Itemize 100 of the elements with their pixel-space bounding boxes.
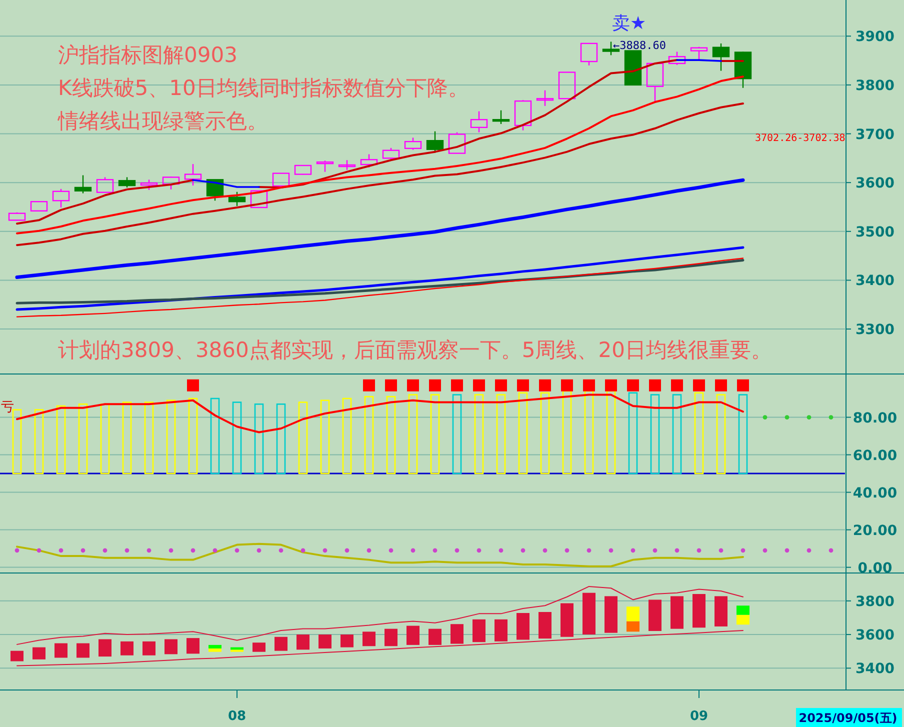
point — [168, 548, 174, 553]
bar — [122, 402, 132, 474]
point — [410, 548, 416, 553]
point — [542, 548, 548, 553]
point — [234, 548, 240, 553]
bar — [384, 628, 398, 646]
bar — [738, 394, 748, 474]
point — [520, 548, 526, 553]
point — [627, 379, 639, 392]
y-tick-label: 3400 — [856, 273, 895, 290]
bar — [650, 394, 660, 474]
point — [696, 548, 702, 553]
bar — [364, 396, 374, 474]
bar — [342, 398, 352, 474]
point — [539, 379, 551, 392]
y-tick-label: 3900 — [856, 29, 895, 46]
y-tick-label: 3600 — [856, 176, 895, 192]
bar — [648, 600, 662, 631]
point — [80, 548, 86, 553]
bar — [670, 596, 684, 629]
annotation: 计划的3809、3860点都实现，后面需观察一下。5周线、20日均线很重要。 — [58, 338, 772, 362]
point — [517, 379, 529, 392]
text: K线跌破5、10日均线同时指标数值分下降。 — [58, 76, 469, 100]
bar — [362, 632, 376, 646]
point — [495, 379, 507, 392]
point — [451, 379, 463, 392]
y-tick-label: 3500 — [856, 224, 895, 240]
bar — [406, 626, 420, 645]
annotation: ←3888.60 — [613, 39, 666, 52]
line-series — [16, 258, 744, 304]
bar — [714, 596, 728, 626]
y-tick-label: 3300 — [856, 322, 895, 338]
bar — [430, 394, 440, 474]
point — [605, 379, 617, 392]
point — [363, 379, 375, 392]
bar — [76, 643, 90, 658]
bar — [692, 594, 706, 628]
bar — [694, 392, 704, 474]
bar — [144, 402, 154, 474]
line-series — [16, 258, 744, 318]
point — [828, 415, 834, 420]
line-series — [16, 586, 744, 645]
annotation: 3702.26-3702.38 — [755, 133, 846, 144]
bar — [232, 402, 242, 474]
bar — [10, 650, 24, 662]
point — [278, 548, 284, 553]
bar — [628, 392, 638, 474]
bar — [186, 638, 200, 654]
y-tick-label: 3800 — [856, 78, 895, 94]
bar — [254, 403, 264, 474]
point — [322, 548, 328, 553]
point — [652, 548, 658, 553]
annotation: 亏 — [1, 400, 14, 415]
point — [476, 548, 482, 553]
point — [256, 548, 262, 553]
line-series — [16, 542, 744, 568]
point — [385, 379, 397, 392]
bar — [98, 639, 112, 657]
point — [388, 548, 394, 553]
y-tick-label: 3600 — [856, 628, 895, 644]
point — [740, 548, 746, 553]
bar — [518, 392, 528, 474]
bar — [296, 634, 310, 650]
bar — [78, 403, 88, 474]
point — [586, 548, 592, 553]
bar — [56, 405, 66, 474]
bar — [496, 394, 506, 474]
point — [344, 548, 350, 553]
y-tick-label: 40.00 — [852, 485, 898, 502]
bar — [474, 394, 484, 474]
annotation: 情绪线出现绿警示色。 — [57, 109, 268, 133]
point — [561, 379, 573, 392]
bar — [626, 606, 640, 622]
bar — [34, 409, 44, 474]
point — [737, 379, 749, 392]
bar — [540, 392, 550, 474]
point — [828, 548, 834, 553]
bar — [340, 634, 354, 648]
point — [454, 548, 460, 553]
bar — [408, 394, 418, 474]
bar — [716, 394, 726, 474]
bar — [560, 603, 574, 637]
bar — [320, 400, 330, 474]
text: 2025/09/05(五) — [798, 711, 898, 725]
point — [649, 379, 661, 392]
line-series — [15, 178, 745, 280]
point — [190, 548, 196, 553]
x-tick-label: 08 — [228, 709, 246, 724]
bar — [120, 641, 134, 656]
y-tick-label: 3700 — [856, 126, 895, 143]
text: 沪指指标图解0903 — [58, 43, 238, 67]
point — [671, 379, 683, 392]
point — [762, 548, 768, 553]
bar — [318, 634, 332, 648]
point — [429, 379, 441, 392]
bar — [626, 621, 640, 632]
point — [300, 548, 306, 553]
point — [784, 415, 790, 420]
bar — [208, 644, 222, 648]
bar — [736, 606, 750, 615]
